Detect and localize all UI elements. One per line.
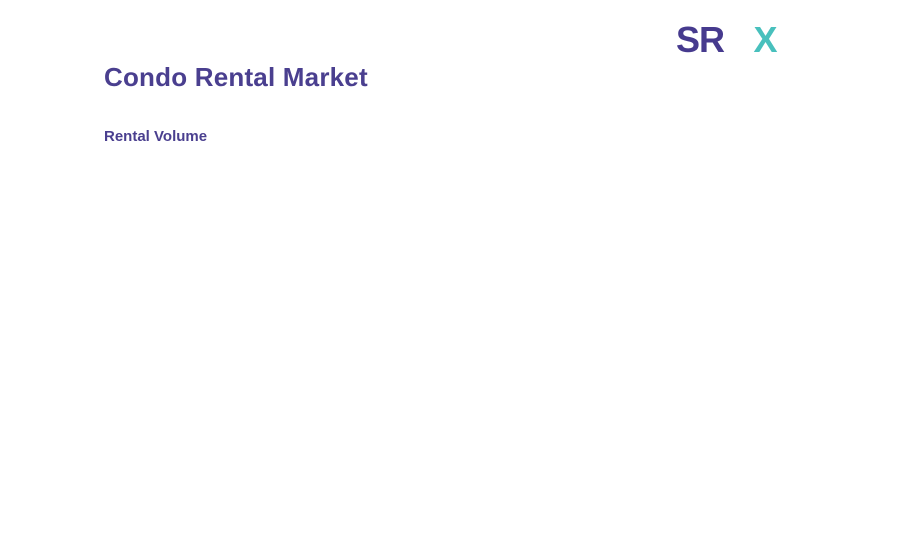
svg-text:SR: SR	[676, 19, 725, 60]
svg-text:X: X	[754, 19, 778, 60]
